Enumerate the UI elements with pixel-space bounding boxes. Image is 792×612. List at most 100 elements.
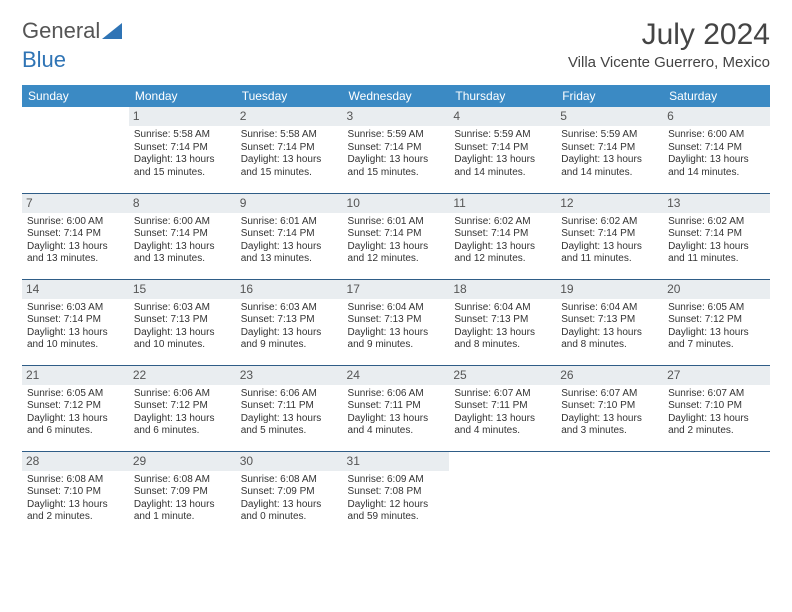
daylight-text: Daylight: 13 hours and 14 minutes. [561, 154, 658, 179]
sunrise-text: Sunrise: 6:03 AM [134, 302, 231, 315]
calendar-week-row: 21Sunrise: 6:05 AMSunset: 7:12 PMDayligh… [22, 365, 770, 451]
daylight-text: Daylight: 13 hours and 12 minutes. [348, 241, 445, 266]
daylight-text: Daylight: 13 hours and 13 minutes. [134, 241, 231, 266]
calendar-day-cell: 22Sunrise: 6:06 AMSunset: 7:12 PMDayligh… [129, 365, 236, 451]
daylight-text: Daylight: 13 hours and 6 minutes. [134, 413, 231, 438]
daylight-text: Daylight: 13 hours and 11 minutes. [668, 241, 765, 266]
day-number: 19 [556, 280, 663, 299]
calendar-day-cell: 14Sunrise: 6:03 AMSunset: 7:14 PMDayligh… [22, 279, 129, 365]
dayhead-friday: Friday [556, 85, 663, 107]
day-number: 16 [236, 280, 343, 299]
sunrise-text: Sunrise: 5:58 AM [241, 129, 338, 142]
daylight-text: Daylight: 13 hours and 12 minutes. [454, 241, 551, 266]
daylight-text: Daylight: 13 hours and 3 minutes. [561, 413, 658, 438]
calendar-day-cell: 28Sunrise: 6:08 AMSunset: 7:10 PMDayligh… [22, 451, 129, 537]
day-number: 21 [22, 366, 129, 385]
calendar-table: Sunday Monday Tuesday Wednesday Thursday… [22, 85, 770, 537]
sunset-text: Sunset: 7:14 PM [134, 142, 231, 155]
day-number: 20 [663, 280, 770, 299]
sunrise-text: Sunrise: 6:07 AM [454, 388, 551, 401]
daylight-text: Daylight: 13 hours and 0 minutes. [241, 499, 338, 524]
daylight-text: Daylight: 13 hours and 15 minutes. [134, 154, 231, 179]
sunrise-text: Sunrise: 6:01 AM [348, 216, 445, 229]
sunset-text: Sunset: 7:10 PM [561, 400, 658, 413]
day-number: 3 [343, 107, 450, 126]
sunrise-text: Sunrise: 5:59 AM [561, 129, 658, 142]
sunrise-text: Sunrise: 6:07 AM [561, 388, 658, 401]
daylight-text: Daylight: 13 hours and 2 minutes. [668, 413, 765, 438]
sunrise-text: Sunrise: 6:08 AM [241, 474, 338, 487]
sunrise-text: Sunrise: 6:02 AM [454, 216, 551, 229]
daylight-text: Daylight: 13 hours and 8 minutes. [561, 327, 658, 352]
calendar-day-cell: 10Sunrise: 6:01 AMSunset: 7:14 PMDayligh… [343, 193, 450, 279]
sunset-text: Sunset: 7:13 PM [241, 314, 338, 327]
calendar-day-cell: 17Sunrise: 6:04 AMSunset: 7:13 PMDayligh… [343, 279, 450, 365]
day-number: 30 [236, 452, 343, 471]
sunrise-text: Sunrise: 5:59 AM [454, 129, 551, 142]
calendar-day-cell: 8Sunrise: 6:00 AMSunset: 7:14 PMDaylight… [129, 193, 236, 279]
sunset-text: Sunset: 7:14 PM [454, 142, 551, 155]
sunrise-text: Sunrise: 6:00 AM [27, 216, 124, 229]
day-number: 15 [129, 280, 236, 299]
sunset-text: Sunset: 7:10 PM [27, 486, 124, 499]
day-number: 4 [449, 107, 556, 126]
day-number: 22 [129, 366, 236, 385]
dayhead-wednesday: Wednesday [343, 85, 450, 107]
calendar-week-row: 14Sunrise: 6:03 AMSunset: 7:14 PMDayligh… [22, 279, 770, 365]
dayhead-row: Sunday Monday Tuesday Wednesday Thursday… [22, 85, 770, 107]
calendar-day-cell: 9Sunrise: 6:01 AMSunset: 7:14 PMDaylight… [236, 193, 343, 279]
sunrise-text: Sunrise: 5:58 AM [134, 129, 231, 142]
daylight-text: Daylight: 13 hours and 13 minutes. [27, 241, 124, 266]
daylight-text: Daylight: 13 hours and 5 minutes. [241, 413, 338, 438]
sunset-text: Sunset: 7:11 PM [348, 400, 445, 413]
daylight-text: Daylight: 13 hours and 2 minutes. [27, 499, 124, 524]
day-number: 12 [556, 194, 663, 213]
calendar-week-row: 28Sunrise: 6:08 AMSunset: 7:10 PMDayligh… [22, 451, 770, 537]
logo-triangle-icon [102, 23, 122, 39]
day-number: 11 [449, 194, 556, 213]
sunrise-text: Sunrise: 6:02 AM [561, 216, 658, 229]
sunset-text: Sunset: 7:11 PM [454, 400, 551, 413]
sunset-text: Sunset: 7:12 PM [668, 314, 765, 327]
daylight-text: Daylight: 13 hours and 9 minutes. [241, 327, 338, 352]
daylight-text: Daylight: 13 hours and 11 minutes. [561, 241, 658, 266]
calendar-day-cell: 23Sunrise: 6:06 AMSunset: 7:11 PMDayligh… [236, 365, 343, 451]
sunset-text: Sunset: 7:14 PM [348, 142, 445, 155]
sunset-text: Sunset: 7:14 PM [241, 142, 338, 155]
day-number: 2 [236, 107, 343, 126]
calendar-day-cell: 25 Sunrise: 6:07 AMSunset: 7:11 PMDayligh… [449, 365, 556, 451]
day-number: 23 [236, 366, 343, 385]
sunset-text: Sunset: 7:14 PM [241, 228, 338, 241]
title-block: July 2024 Villa Vicente Guerrero, Mexico [568, 18, 770, 71]
calendar-day-cell [556, 451, 663, 537]
sunset-text: Sunset: 7:11 PM [241, 400, 338, 413]
sunset-text: Sunset: 7:09 PM [241, 486, 338, 499]
daylight-text: Daylight: 13 hours and 1 minute. [134, 499, 231, 524]
day-number: 28 [22, 452, 129, 471]
calendar-day-cell: 13Sunrise: 6:02 AMSunset: 7:14 PMDayligh… [663, 193, 770, 279]
sunset-text: Sunset: 7:14 PM [561, 142, 658, 155]
calendar-day-cell [22, 107, 129, 193]
daylight-text: Daylight: 13 hours and 14 minutes. [454, 154, 551, 179]
sunrise-text: Sunrise: 6:00 AM [134, 216, 231, 229]
dayhead-saturday: Saturday [663, 85, 770, 107]
calendar-day-cell: 31Sunrise: 6:09 AMSunset: 7:08 PMDayligh… [343, 451, 450, 537]
daylight-text: Daylight: 13 hours and 4 minutes. [454, 413, 551, 438]
day-number: 25 [449, 366, 556, 385]
calendar-day-cell [449, 451, 556, 537]
day-number: 7 [22, 194, 129, 213]
daylight-text: Daylight: 13 hours and 6 minutes. [27, 413, 124, 438]
sunrise-text: Sunrise: 6:05 AM [668, 302, 765, 315]
daylight-text: Daylight: 13 hours and 15 minutes. [348, 154, 445, 179]
sunrise-text: Sunrise: 6:09 AM [348, 474, 445, 487]
dayhead-monday: Monday [129, 85, 236, 107]
calendar-day-cell [663, 451, 770, 537]
sunset-text: Sunset: 7:13 PM [348, 314, 445, 327]
brand-logo: General [22, 18, 122, 44]
sunrise-text: Sunrise: 6:07 AM [668, 388, 765, 401]
daylight-text: Daylight: 13 hours and 9 minutes. [348, 327, 445, 352]
day-number: 18 [449, 280, 556, 299]
day-number: 17 [343, 280, 450, 299]
calendar-day-cell: 16Sunrise: 6:03 AMSunset: 7:13 PMDayligh… [236, 279, 343, 365]
sunset-text: Sunset: 7:14 PM [134, 228, 231, 241]
